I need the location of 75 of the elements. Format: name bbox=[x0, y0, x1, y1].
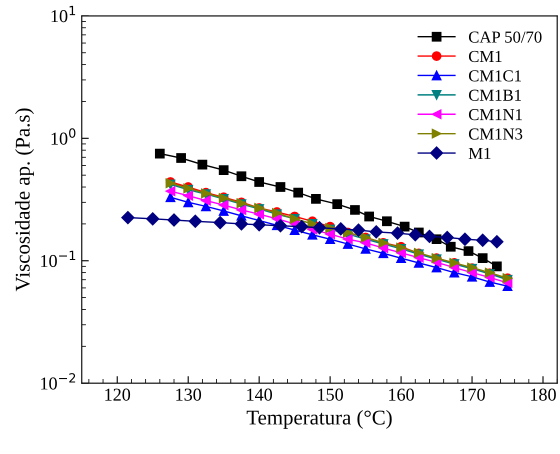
point bbox=[295, 220, 308, 234]
legend-label: CM1 bbox=[468, 50, 502, 62]
point bbox=[166, 186, 176, 196]
point bbox=[390, 226, 404, 240]
point bbox=[183, 190, 194, 201]
point bbox=[334, 222, 348, 236]
x-tick-label: 180 bbox=[531, 388, 556, 401]
point bbox=[236, 171, 246, 182]
point bbox=[414, 258, 424, 268]
point bbox=[325, 229, 335, 239]
point bbox=[312, 221, 326, 234]
point bbox=[490, 235, 504, 248]
point bbox=[492, 261, 502, 272]
point bbox=[332, 199, 342, 209]
x-tick-label: 120 bbox=[105, 388, 130, 401]
point bbox=[201, 196, 211, 206]
legend-label: CM1C1 bbox=[468, 70, 521, 82]
x-axis-title: Temperatura (°C) bbox=[246, 410, 392, 429]
point bbox=[214, 216, 227, 230]
point bbox=[218, 206, 229, 216]
point bbox=[218, 165, 229, 175]
y-tick-label: 10$^{−1}$ bbox=[41, 250, 76, 268]
point bbox=[446, 242, 456, 252]
point bbox=[458, 232, 472, 246]
legend-label: CM1B1 bbox=[468, 90, 521, 101]
point bbox=[293, 188, 304, 198]
point bbox=[201, 202, 211, 212]
point bbox=[254, 209, 264, 220]
point bbox=[360, 238, 370, 248]
legend-label: M1 bbox=[468, 148, 490, 159]
x-tick-label: 150 bbox=[318, 388, 343, 401]
point bbox=[188, 214, 202, 228]
point bbox=[464, 246, 474, 256]
point bbox=[183, 197, 194, 208]
point bbox=[236, 205, 246, 215]
point bbox=[252, 218, 266, 232]
point bbox=[154, 148, 165, 158]
point bbox=[467, 268, 477, 278]
point bbox=[274, 219, 288, 232]
point bbox=[234, 217, 248, 230]
point bbox=[276, 182, 286, 192]
point bbox=[198, 160, 208, 170]
x-tick-label: 160 bbox=[389, 388, 414, 401]
point bbox=[476, 234, 490, 247]
point bbox=[364, 212, 374, 222]
point bbox=[254, 177, 264, 187]
point bbox=[146, 212, 160, 226]
x-tick-label: 140 bbox=[247, 388, 272, 401]
point bbox=[400, 222, 410, 232]
point bbox=[343, 234, 353, 244]
y-axis-title: Viscosidade ap. (Pa.s) bbox=[15, 108, 34, 292]
point bbox=[440, 230, 454, 244]
point bbox=[422, 230, 436, 244]
x-tick-label: 170 bbox=[460, 388, 485, 401]
y-tick-label: 10$^{1}$ bbox=[52, 6, 76, 22]
point bbox=[218, 200, 229, 210]
point bbox=[360, 244, 370, 254]
point bbox=[166, 192, 176, 202]
point bbox=[370, 225, 383, 238]
point bbox=[408, 228, 422, 242]
y-tick-label: 10$^{−2}$ bbox=[41, 373, 76, 390]
point bbox=[121, 211, 134, 224]
point bbox=[352, 224, 366, 237]
point bbox=[396, 248, 406, 258]
y-tick-label: 10$^{0}$ bbox=[52, 128, 76, 145]
x-tick-label: 130 bbox=[176, 388, 202, 401]
point bbox=[167, 213, 181, 227]
point bbox=[176, 153, 186, 163]
point bbox=[478, 253, 488, 264]
point bbox=[311, 194, 321, 204]
point bbox=[382, 216, 392, 226]
point bbox=[350, 205, 360, 215]
legend-label: CM1N1 bbox=[468, 109, 522, 120]
legend-label: CM1N3 bbox=[468, 128, 522, 140]
legend-label: CAP 50/70 bbox=[468, 31, 542, 43]
